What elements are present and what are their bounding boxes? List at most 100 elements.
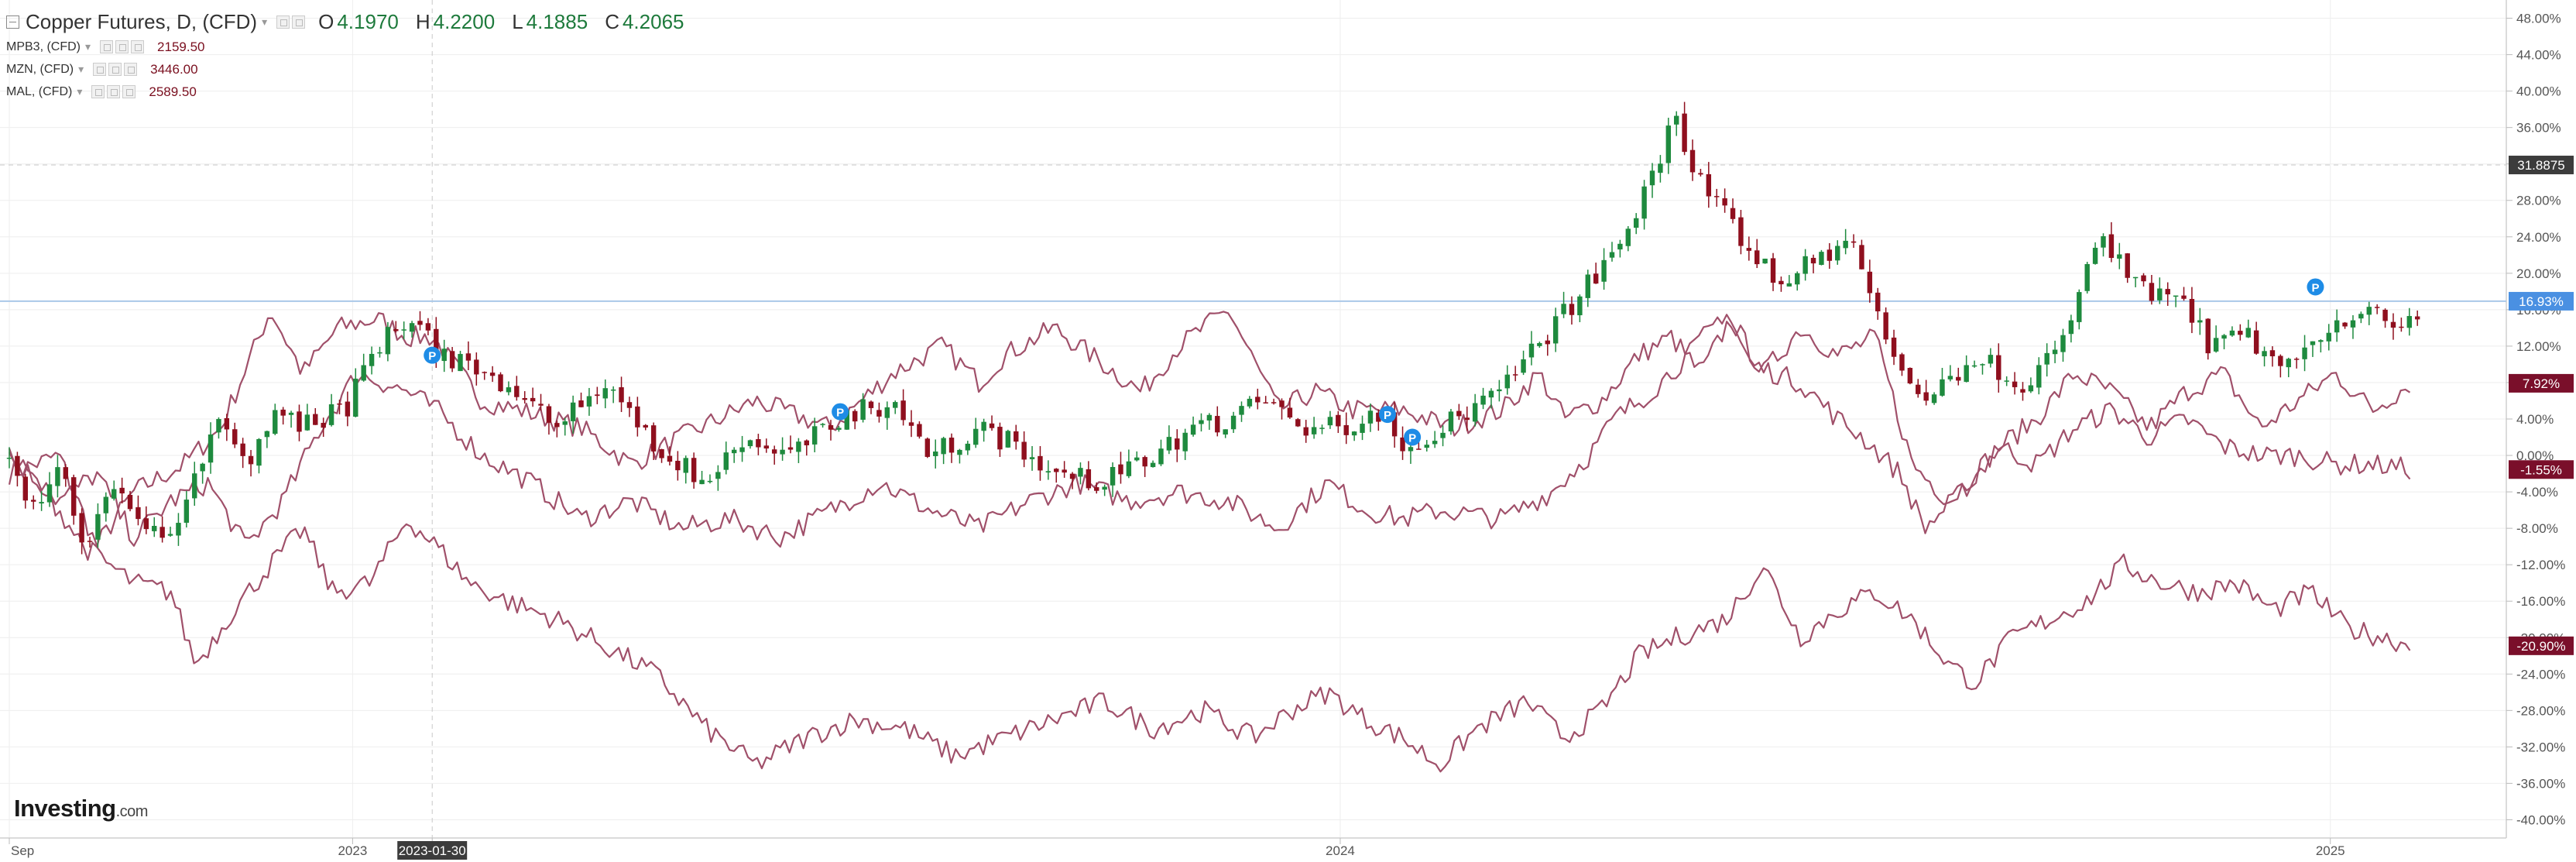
- candle-body: [2044, 352, 2049, 365]
- candle-body: [2004, 380, 2009, 382]
- main-series-name: Copper Futures, D, (CFD): [26, 9, 258, 33]
- candle-body: [79, 513, 84, 543]
- candle-body: [1786, 283, 1792, 287]
- visibility-icon[interactable]: [108, 63, 122, 76]
- candle-body: [989, 423, 995, 428]
- candle-body: [1899, 354, 1905, 371]
- p-marker-icon[interactable]: [1379, 406, 1397, 424]
- candle-body: [1175, 438, 1180, 450]
- candle-body: [1206, 414, 1213, 421]
- candle-body: [1779, 280, 1784, 285]
- candle-body: [2077, 292, 2082, 322]
- visibility-icon[interactable]: [107, 85, 121, 98]
- candle-body: [554, 423, 560, 428]
- candle-body: [1964, 365, 1969, 383]
- candle-body: [595, 394, 600, 397]
- candle-body: [1190, 424, 1196, 435]
- p-marker-icon[interactable]: [1404, 428, 1422, 446]
- candle-body: [1239, 406, 1244, 415]
- ohlc-close: C 4.2065: [605, 9, 684, 33]
- candle-body: [948, 438, 955, 453]
- chevron-down-icon[interactable]: ▾: [77, 85, 83, 98]
- candle-body: [2350, 320, 2356, 328]
- visibility-icon[interactable]: [115, 40, 129, 53]
- candle-body: [1673, 115, 1679, 125]
- candle-body: [506, 387, 512, 393]
- p-marker-icon[interactable]: [2307, 278, 2324, 296]
- chevron-down-icon[interactable]: ▾: [262, 15, 268, 28]
- y-axis-tick-label: -24.00%: [2516, 667, 2565, 682]
- candle-body: [1271, 402, 1277, 404]
- candle-body: [626, 402, 633, 408]
- candle-body: [200, 463, 205, 472]
- candle-body: [1488, 390, 1494, 398]
- overlay-series-name: MZN, (CFD): [6, 62, 74, 76]
- candle-body: [2302, 347, 2307, 359]
- candle-body: [1521, 359, 1526, 373]
- p-marker-icon[interactable]: [832, 403, 849, 421]
- candle-body: [860, 399, 866, 420]
- candle-body: [143, 518, 149, 530]
- chevron-down-icon[interactable]: ▾: [78, 63, 84, 75]
- candle-body: [2238, 331, 2243, 335]
- candle-body: [2197, 320, 2203, 323]
- candle-body: [1086, 469, 1092, 489]
- candle-body: [1545, 340, 1550, 345]
- settings-icon[interactable]: [100, 40, 114, 53]
- candle-body: [2245, 328, 2251, 338]
- candle-body: [159, 527, 165, 538]
- candle-body: [2165, 289, 2170, 295]
- candle-body: [973, 428, 979, 445]
- candle-body: [103, 496, 109, 513]
- candle-body: [1054, 469, 1059, 472]
- candle-body: [941, 438, 946, 455]
- series-controls: [93, 63, 139, 76]
- candle-body: [2269, 350, 2276, 357]
- candle-body: [248, 455, 254, 465]
- y-axis-tick-label: 48.00%: [2516, 12, 2561, 26]
- y-axis-tick-label: 28.00%: [2516, 194, 2561, 208]
- candle-body: [1005, 431, 1011, 448]
- candle-body: [2012, 381, 2018, 387]
- candle-body: [1504, 374, 1510, 389]
- candle-body: [1754, 250, 1760, 265]
- settings-icon[interactable]: [93, 63, 107, 76]
- candle-body: [1014, 431, 1019, 442]
- candle-body: [1182, 432, 1188, 452]
- candle-body: [1456, 410, 1462, 417]
- candle-body: [297, 411, 302, 432]
- candle-body: [1343, 424, 1349, 435]
- visibility-icon[interactable]: [292, 15, 306, 29]
- candle-body: [385, 327, 391, 355]
- candle-body: [2117, 254, 2122, 259]
- candle-body: [489, 373, 496, 376]
- candle-body: [1601, 259, 1607, 282]
- collapse-legend-icon[interactable]: [6, 15, 19, 29]
- candle-body: [2084, 263, 2090, 291]
- p-marker-icon[interactable]: [424, 346, 441, 364]
- y-axis-tick-label: 44.00%: [2516, 48, 2561, 63]
- candle-body: [377, 352, 382, 354]
- chevron-down-icon[interactable]: ▾: [85, 40, 91, 53]
- close-icon[interactable]: [124, 63, 138, 76]
- overlay-value-tag-background: [2509, 460, 2574, 479]
- candle-body: [2205, 318, 2211, 354]
- candle-body: [1134, 457, 1140, 461]
- settings-icon[interactable]: [91, 85, 105, 98]
- close-icon[interactable]: [131, 40, 145, 53]
- settings-icon[interactable]: [276, 15, 290, 29]
- candle-body: [1746, 248, 1752, 251]
- candle-body: [458, 354, 463, 372]
- close-icon[interactable]: [122, 85, 136, 98]
- candle-body: [434, 328, 439, 360]
- candle-body: [337, 403, 342, 405]
- candle-body: [1400, 437, 1405, 452]
- candle-body: [1166, 437, 1172, 451]
- candle-body: [176, 523, 181, 536]
- candle-body: [2399, 326, 2404, 328]
- candle-body: [763, 445, 769, 449]
- candle-body: [449, 351, 455, 369]
- candle-body: [1512, 374, 1518, 376]
- y-axis-tick-label: -28.00%: [2516, 703, 2565, 718]
